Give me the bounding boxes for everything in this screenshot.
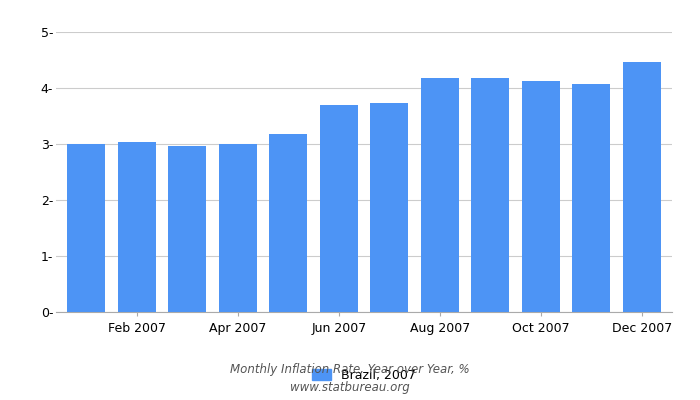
- Bar: [219, 144, 257, 312]
- Bar: [168, 146, 206, 312]
- Bar: [623, 62, 661, 312]
- Bar: [320, 105, 358, 312]
- Bar: [67, 144, 105, 312]
- Legend: Brazil, 2007: Brazil, 2007: [312, 369, 416, 382]
- Bar: [118, 142, 155, 312]
- Bar: [522, 81, 560, 312]
- Text: Monthly Inflation Rate, Year over Year, %: Monthly Inflation Rate, Year over Year, …: [230, 364, 470, 376]
- Bar: [573, 84, 610, 312]
- Bar: [471, 78, 509, 312]
- Bar: [421, 78, 458, 312]
- Bar: [270, 134, 307, 312]
- Text: www.statbureau.org: www.statbureau.org: [290, 382, 410, 394]
- Bar: [370, 102, 408, 312]
